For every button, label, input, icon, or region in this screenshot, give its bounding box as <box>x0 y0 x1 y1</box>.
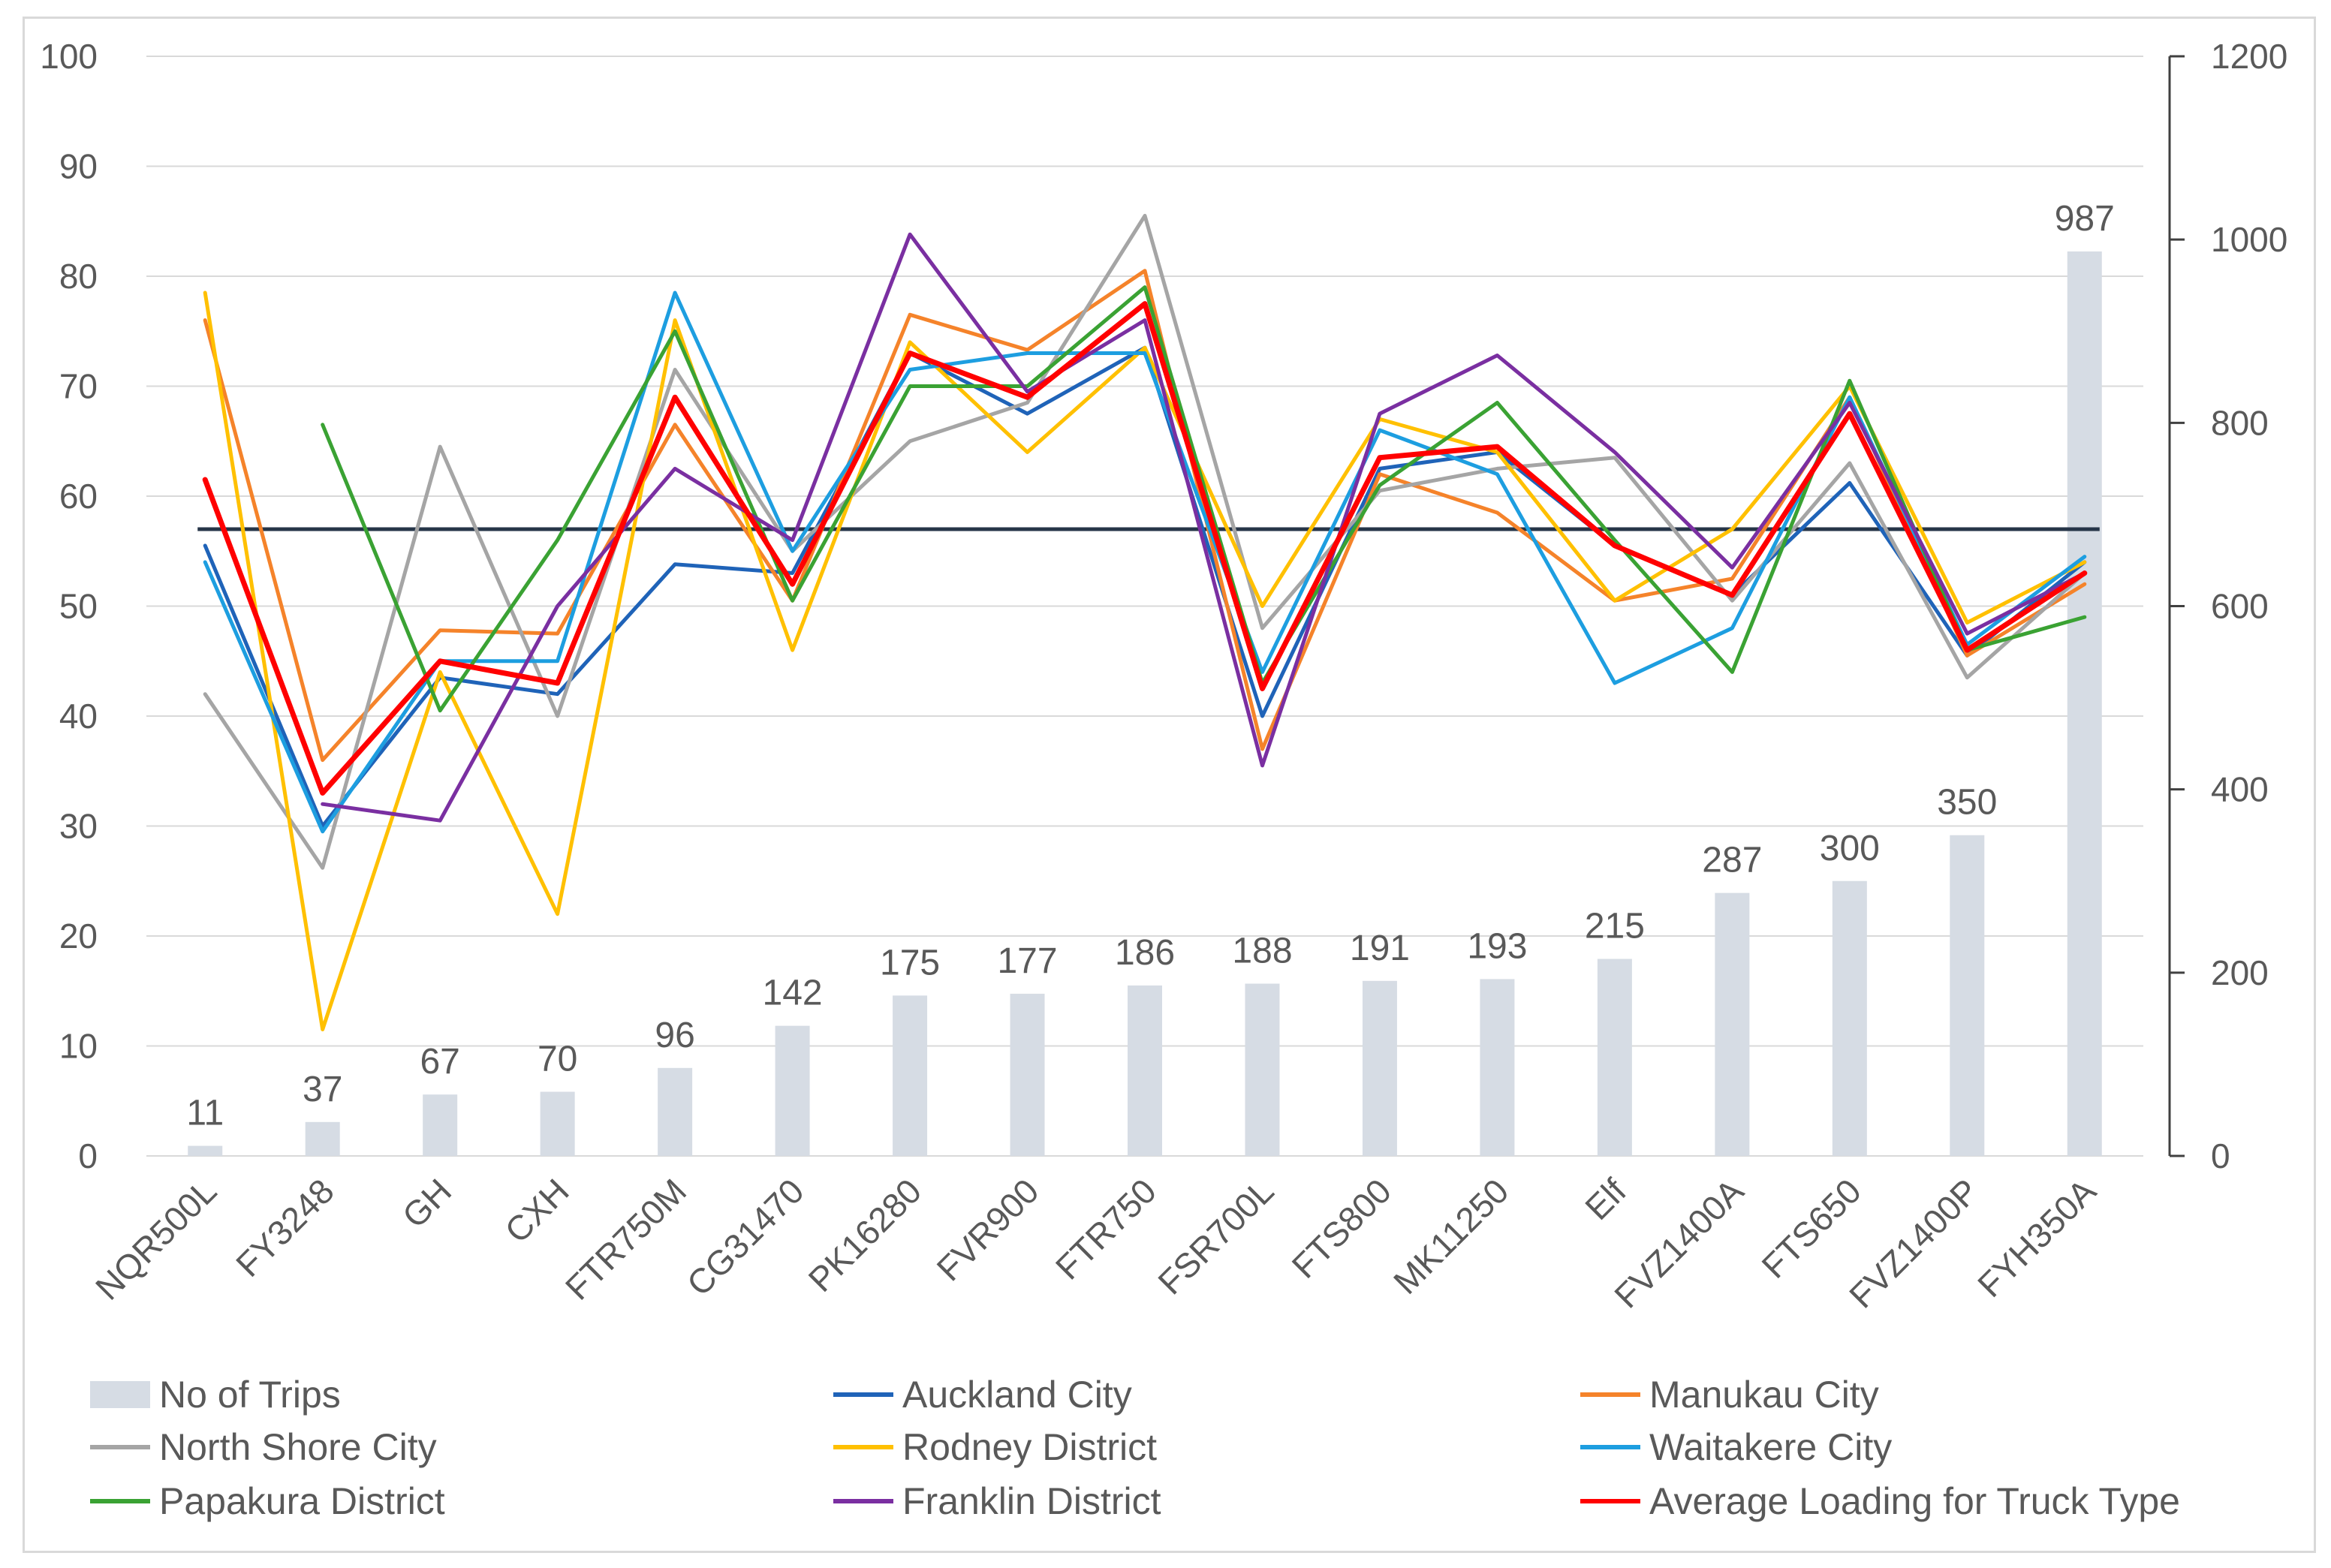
left-tick-label: 50 <box>59 587 98 626</box>
trip-bar <box>2067 251 2102 1157</box>
category-label: Elf <box>1577 1171 1634 1227</box>
legend-label: Papakura District <box>159 1480 445 1522</box>
series-line <box>203 290 2087 1031</box>
right-tick-label: 200 <box>2211 953 2269 992</box>
right-tick-label: 600 <box>2211 587 2269 626</box>
trip-bar-label: 350 <box>1937 783 1997 823</box>
trip-bar <box>775 1025 810 1156</box>
right-tick-label: 0 <box>2211 1136 2230 1175</box>
trip-bar <box>305 1121 340 1156</box>
category-label: FVR900 <box>929 1171 1047 1288</box>
left-tick-label: 100 <box>40 37 98 76</box>
category-label: FVZ1400P <box>1842 1171 1986 1315</box>
trip-bars <box>188 251 2102 1157</box>
trip-bar <box>1010 993 1045 1156</box>
left-tick-label: 20 <box>59 916 98 956</box>
chart-frame <box>23 17 2316 1553</box>
category-label: GH <box>395 1171 459 1235</box>
category-label: PK16280 <box>801 1171 929 1299</box>
trip-bar <box>1950 835 1985 1156</box>
series-lines <box>202 213 2088 1031</box>
category-label: FTR750M <box>558 1171 694 1307</box>
right-tick-label: 1000 <box>2211 220 2287 259</box>
legend-label: Rodney District <box>902 1426 1157 1468</box>
legend-label: Average Loading for Truck Type <box>1649 1480 2180 1522</box>
trip-bar-labels: 11 37 67 70 96 142 175 177 186 188 191 193 215 287 300… <box>186 199 2114 1133</box>
category-label: FSR700L <box>1150 1171 1281 1302</box>
left-tick-label: 60 <box>59 477 98 516</box>
trip-bar <box>658 1067 693 1156</box>
trip-bar <box>540 1091 575 1156</box>
legend-swatch <box>90 1381 150 1408</box>
trip-bar <box>1597 959 1632 1156</box>
trip-bar-label: 186 <box>1115 933 1175 973</box>
category-label: FVZ1400A <box>1607 1171 1751 1315</box>
series-line <box>203 269 2087 763</box>
left-tick-label: 10 <box>59 1027 98 1066</box>
trip-bar-label: 37 <box>303 1070 342 1109</box>
left-tick-label: 90 <box>59 147 98 186</box>
legend: No of Trips Auckland City Manukau City Nort… <box>90 1374 2180 1522</box>
trip-bar <box>188 1145 223 1156</box>
category-label: FTS800 <box>1284 1171 1399 1285</box>
category-label: CXH <box>497 1171 576 1250</box>
legend-label: North Shore City <box>159 1426 437 1468</box>
trip-bar-label: 193 <box>1467 926 1527 966</box>
series-line <box>321 285 2087 713</box>
trip-bar-label: 11 <box>186 1094 224 1133</box>
trip-bar <box>1245 983 1280 1156</box>
trip-bar-label: 191 <box>1350 928 1410 968</box>
trip-bar-label: 142 <box>763 974 823 1013</box>
trip-bar <box>1480 979 1515 1156</box>
left-tick-label: 30 <box>59 807 98 846</box>
left-tick-label: 40 <box>59 697 98 736</box>
category-label: FTS650 <box>1754 1171 1868 1285</box>
trip-bar-label: 70 <box>538 1040 577 1079</box>
left-tick-label: 0 <box>78 1136 98 1175</box>
category-label: FYH350A <box>1970 1171 2104 1305</box>
left-axis-ticks: 0 10 20 30 40 50 60 70 80 90 100 <box>40 37 98 1175</box>
right-tick-label: 1200 <box>2211 37 2287 76</box>
trip-bar <box>1832 880 1867 1156</box>
right-tick-label: 400 <box>2211 770 2269 809</box>
left-tick-label: 80 <box>59 257 98 296</box>
right-axis: 0 200 400 600 800 1000 1200 <box>2168 37 2287 1175</box>
trip-bar <box>893 995 928 1156</box>
series-line <box>202 301 2088 796</box>
trip-bar-label: 215 <box>1585 907 1645 947</box>
trip-bar-label: 987 <box>2055 199 2115 239</box>
legend-label: Franklin District <box>902 1480 1161 1522</box>
trip-bar-label: 96 <box>655 1016 694 1055</box>
legend-label: Manukau City <box>1649 1374 1879 1416</box>
trip-bar-label: 177 <box>997 941 1057 981</box>
trip-bar-label: 188 <box>1232 931 1292 971</box>
category-label: FTR750 <box>1048 1171 1164 1287</box>
category-label: FY3248 <box>228 1171 342 1284</box>
trip-bar-label: 287 <box>1702 841 1762 880</box>
trip-bar <box>1715 892 1750 1156</box>
category-label: CG31470 <box>679 1171 812 1303</box>
legend-label: No of Trips <box>159 1374 341 1416</box>
legend-label: Auckland City <box>902 1374 1132 1416</box>
trip-bar-label: 300 <box>1820 829 1880 868</box>
right-tick-label: 800 <box>2211 403 2269 442</box>
trip-bar-label: 175 <box>880 943 940 983</box>
category-label: MK11250 <box>1386 1171 1516 1302</box>
category-label: NQR500L <box>88 1171 224 1307</box>
trip-bar <box>1128 985 1162 1156</box>
trip-bar <box>423 1094 458 1156</box>
trip-bar <box>1362 980 1397 1156</box>
left-tick-label: 70 <box>59 367 98 406</box>
series-line <box>203 345 2087 828</box>
trip-bar-label: 67 <box>420 1042 459 1082</box>
series-line <box>203 290 2087 834</box>
legend-label: Waitakere City <box>1649 1426 1892 1468</box>
